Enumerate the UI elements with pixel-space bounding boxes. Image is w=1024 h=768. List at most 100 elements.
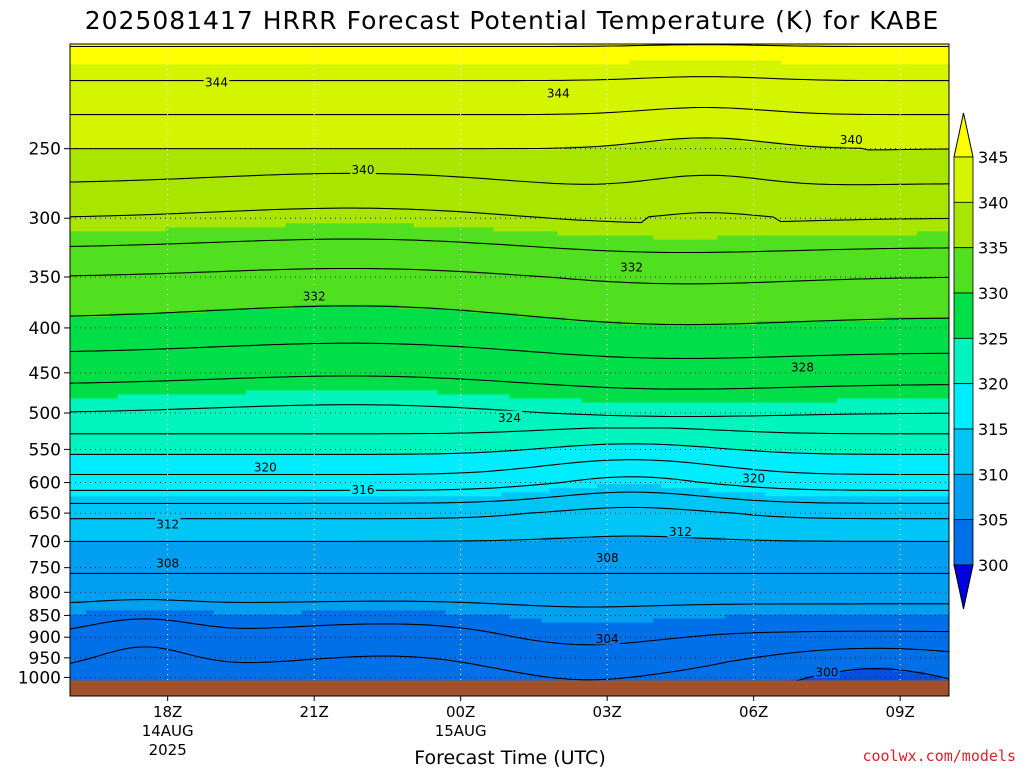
contour-label-bg — [667, 524, 694, 538]
contour-line — [70, 618, 949, 646]
contour-label-text: 308 — [596, 551, 619, 565]
field-cell — [541, 618, 654, 624]
field-cell — [493, 227, 949, 233]
field-cell — [70, 504, 949, 510]
field-cell — [109, 312, 519, 318]
field-cell — [557, 231, 918, 237]
contour-line — [70, 506, 949, 520]
colorbar-segment — [953, 247, 974, 294]
contour-label-text: 320 — [254, 460, 277, 474]
contour-line — [70, 267, 949, 285]
field-cell — [70, 292, 949, 298]
field-cell — [70, 304, 295, 310]
field-cell — [70, 618, 543, 624]
field-cell — [70, 105, 949, 110]
field-cell — [70, 52, 949, 57]
field-cell — [661, 484, 949, 489]
colorbar-tick-label: 335 — [978, 239, 1009, 258]
field-cell — [70, 68, 949, 74]
field-cell — [70, 378, 949, 383]
field-cell — [70, 182, 949, 188]
field-cell — [245, 390, 439, 396]
colorbar-segment — [953, 519, 974, 566]
contour-label-bg — [618, 260, 645, 274]
field-cell — [70, 638, 949, 644]
field-cell — [70, 72, 949, 78]
contour-label: 312 — [667, 524, 694, 539]
colorbar-segment — [953, 201, 974, 249]
y-tick-label: 900 — [29, 628, 61, 648]
ground-surface — [70, 680, 949, 696]
field-cell — [70, 553, 949, 559]
contour-label-text: 332 — [620, 261, 643, 275]
field-cell — [70, 606, 949, 612]
field-cell — [70, 361, 949, 367]
field-cell — [70, 467, 949, 473]
colorbar-tick-label: 340 — [978, 193, 1009, 212]
field-cell — [70, 480, 949, 485]
field-cell — [70, 255, 949, 261]
field-cell — [70, 288, 949, 294]
field-cell — [781, 141, 949, 147]
field-cell — [70, 235, 654, 241]
field-cell — [70, 296, 949, 302]
field-cell — [70, 329, 949, 334]
field-cell — [70, 663, 949, 669]
field-cell — [70, 194, 949, 200]
field-cell — [70, 590, 949, 595]
field-cell — [117, 394, 511, 400]
field-cell — [70, 370, 949, 375]
contour-line — [70, 535, 949, 542]
y-tick-label: 600 — [29, 474, 61, 494]
field-cell — [70, 443, 583, 449]
x-tick-label: 00Z — [446, 703, 475, 721]
contour-line — [70, 491, 949, 504]
field-cell — [70, 382, 949, 387]
field-cell — [70, 614, 511, 620]
field-cell — [70, 215, 949, 220]
contour-line — [70, 172, 949, 186]
field-cell — [70, 643, 949, 648]
field-cell — [70, 402, 949, 408]
field-cell — [621, 321, 758, 326]
colorbar-tick-label: 330 — [978, 284, 1009, 303]
field-cell — [70, 223, 287, 228]
contour-label: 300 — [814, 665, 840, 680]
field-cell — [85, 610, 215, 616]
field-cell — [70, 557, 949, 563]
temperature-field — [70, 44, 949, 696]
y-tick-label: 450 — [29, 364, 61, 384]
field-cell — [70, 259, 949, 265]
field-cell — [70, 655, 949, 660]
field-cell — [70, 117, 949, 123]
colorbar-segment — [953, 473, 974, 521]
contour-label: 340 — [350, 162, 376, 177]
field-cell — [70, 276, 949, 281]
field-cell — [70, 207, 949, 212]
field-cell — [70, 101, 949, 106]
field-cell — [70, 231, 559, 237]
field-cell — [70, 268, 949, 273]
colorbar-segment — [953, 156, 974, 203]
x-tick-label: 06Z — [739, 703, 768, 721]
field-cell — [70, 647, 949, 652]
field-cell — [629, 60, 782, 65]
colorbar-over-arrow — [953, 112, 974, 158]
y-tick-label: 1000 — [18, 668, 61, 688]
field-cell — [853, 667, 894, 673]
field-cell — [70, 239, 949, 245]
contour-label-text: 320 — [742, 472, 765, 486]
field-cell — [70, 186, 949, 192]
contour-label: 332 — [618, 260, 645, 275]
contour-label-bg — [350, 162, 376, 176]
field-cell — [70, 394, 119, 400]
field-cell — [70, 516, 949, 522]
field-cell — [70, 520, 949, 526]
field-cell — [70, 585, 949, 591]
contour-label-bg — [154, 556, 181, 570]
field-cell — [70, 667, 854, 673]
field-cell — [70, 341, 949, 347]
field-cell — [70, 492, 503, 497]
field-cell — [70, 353, 949, 359]
field-cell — [70, 422, 949, 428]
